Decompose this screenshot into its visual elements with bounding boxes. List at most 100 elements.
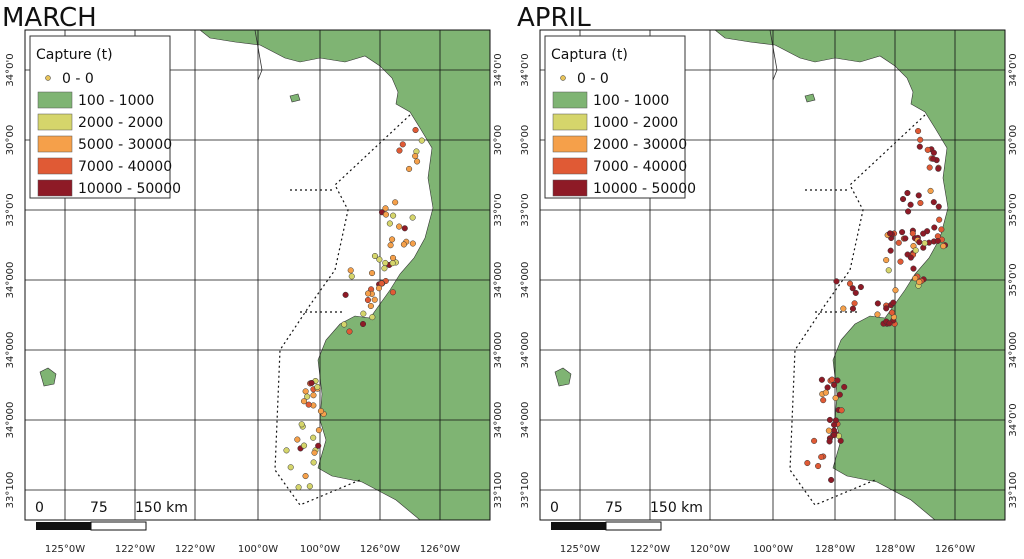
- legend-swatch: [37, 91, 73, 109]
- capture-point: [298, 421, 305, 428]
- capture-point: [838, 407, 845, 414]
- panel-title: APRIL: [517, 3, 591, 33]
- capture-point: [930, 199, 937, 206]
- capture-point: [897, 258, 904, 265]
- latitude-label: 34°000: [1008, 332, 1019, 369]
- capture-point: [900, 196, 907, 203]
- capture-point: [305, 401, 312, 408]
- capture-point: [314, 383, 321, 391]
- capture-point: [849, 285, 856, 292]
- capture-point: [342, 291, 349, 298]
- capture-point: [412, 153, 419, 160]
- capture-point: [367, 302, 374, 310]
- legend-swatch: [37, 179, 73, 197]
- capture-point: [938, 226, 945, 233]
- capture-point: [347, 267, 354, 274]
- capture-point: [930, 149, 937, 156]
- capture-point: [912, 247, 919, 254]
- latitude-label: 34°000: [493, 332, 504, 369]
- capture-point: [396, 147, 403, 154]
- capture-point: [364, 296, 372, 304]
- capture-point: [902, 235, 909, 242]
- capture-point: [924, 146, 931, 153]
- capture-point: [927, 187, 934, 194]
- capture-point: [886, 320, 893, 327]
- capture-point: [935, 165, 942, 172]
- capture-point: [822, 389, 829, 396]
- legend-label: 7000 - 40000: [593, 159, 687, 175]
- capture-point: [302, 388, 309, 395]
- capture-point: [360, 310, 367, 317]
- latitude-label: 35°0'0: [1008, 193, 1019, 226]
- legend-swatch: [552, 179, 588, 197]
- capture-point: [306, 483, 313, 490]
- longitude-label: 125°0W: [45, 544, 85, 555]
- capture-point: [916, 279, 923, 286]
- capture-point: [389, 260, 396, 267]
- capture-point: [892, 287, 899, 294]
- capture-point: [378, 280, 385, 287]
- capture-point: [910, 265, 917, 272]
- capture-point: [418, 137, 425, 144]
- capture-point: [317, 408, 324, 415]
- capture-point: [387, 242, 394, 249]
- latitude-label: 33°100: [5, 472, 16, 509]
- legend-label: 0 - 0: [577, 71, 609, 87]
- capture-point: [346, 328, 353, 335]
- longitude-label: 122°0W: [630, 544, 670, 555]
- latitude-label: 33°0'0: [493, 193, 504, 226]
- capture-point: [386, 220, 393, 227]
- latitude-label: 34°000: [493, 262, 504, 299]
- legend-label: 100 - 1000: [593, 93, 669, 109]
- capture-point: [310, 392, 317, 399]
- longitude-label: 122°0W: [115, 544, 155, 555]
- latitude-label: 33°0'0: [520, 193, 531, 226]
- capture-point: [926, 164, 933, 171]
- capture-point: [836, 391, 843, 398]
- legend-label: 100 - 1000: [78, 93, 154, 109]
- capture-point: [382, 211, 390, 218]
- capture-point: [310, 459, 317, 466]
- legend-label: 0 - 0: [62, 71, 94, 87]
- capture-point: [382, 259, 389, 267]
- scale-label: 150 km: [650, 500, 703, 516]
- capture-point: [375, 285, 383, 292]
- capture-point: [936, 216, 943, 223]
- latitude-label: 33°100: [1008, 472, 1019, 509]
- legend-label: 2000 - 2000: [78, 115, 163, 131]
- longitude-label: 100°0W: [238, 544, 278, 555]
- capture-point: [412, 126, 419, 134]
- longitude-label: 126°0W: [935, 544, 975, 555]
- legend-label: 10000 - 50000: [593, 181, 696, 197]
- capture-point: [382, 205, 389, 212]
- capture-point: [907, 254, 914, 261]
- longitude-label: 100°0W: [753, 544, 793, 555]
- map-frame: [539, 29, 1006, 521]
- capture-point: [849, 305, 856, 312]
- longitude-label: 122°0W: [175, 544, 215, 555]
- latitude-label: 34°0'0: [5, 53, 16, 86]
- latitude-label: 33°100: [493, 472, 504, 509]
- capture-point: [396, 223, 403, 230]
- scale-bar-empty: [90, 521, 147, 531]
- capture-point: [921, 240, 928, 247]
- capture-point: [909, 230, 916, 237]
- scale-bar-empty: [605, 521, 662, 531]
- capture-point: [820, 397, 827, 404]
- longitude-label: 126°0W: [360, 544, 400, 555]
- scale-label: 0: [35, 500, 44, 516]
- capture-point: [315, 427, 322, 434]
- latitude-label: 33°100: [520, 472, 531, 509]
- latitude-label: 34°0'0: [1008, 53, 1019, 86]
- capture-point: [392, 199, 399, 206]
- latitude-label: 34°000: [520, 332, 531, 369]
- capture-point: [804, 459, 811, 467]
- longitude-label: 128°0W: [815, 544, 855, 555]
- capture-point: [904, 189, 911, 197]
- latitude-label: 34°000: [5, 262, 16, 299]
- capture-point: [874, 311, 881, 318]
- capture-point: [401, 225, 408, 232]
- capture-point: [371, 252, 379, 260]
- capture-point: [315, 442, 322, 449]
- capture-point: [406, 165, 413, 172]
